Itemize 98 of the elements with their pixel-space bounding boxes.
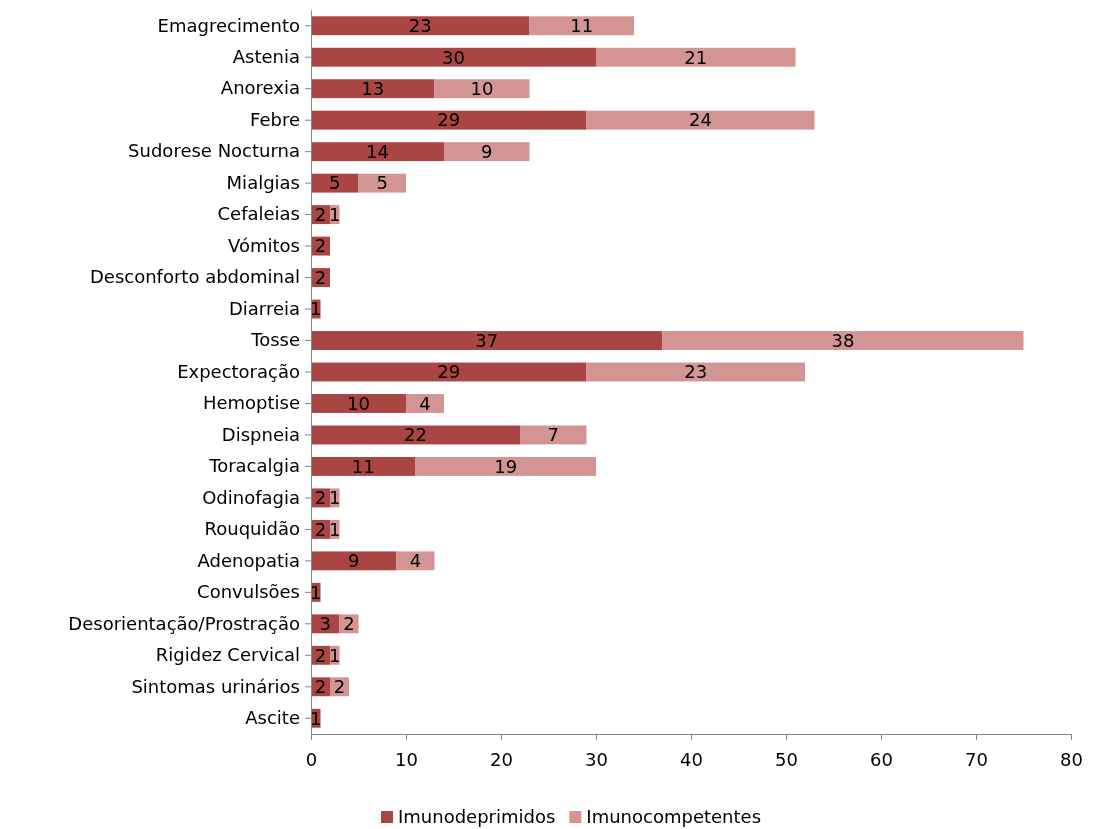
y-tick-label: Cefaleias [217,203,300,225]
data-label: 23 [408,15,432,37]
bar [311,362,587,382]
data-label: 7 [547,424,559,446]
bar [311,394,406,413]
y-tick-label: Ascite [245,707,300,729]
data-label: 1 [329,644,341,666]
data-label: 2 [314,518,327,540]
legend-label: Imunocompetentes [586,806,762,828]
data-label: 30 [442,46,465,68]
data-label: 2 [314,203,327,225]
bar [358,173,406,193]
data-label: 5 [376,172,388,194]
y-tick-label: Febre [250,108,300,130]
data-label: 19 [494,455,518,477]
y-tick-label: Vómitos [228,234,300,256]
data-label: 9 [481,140,493,162]
data-label: 2 [314,266,327,288]
x-tick-label: 20 [490,749,513,771]
x-tick-label: 10 [395,749,418,771]
x-tick-label: 60 [870,749,893,771]
bar [311,331,663,350]
y-tick-label: Tosse [250,329,300,351]
y-tick-label: Sudorese Nocturna [128,140,300,162]
y-tick-label: Dispneia [221,423,300,445]
bar [311,425,520,445]
data-label: 23 [684,361,708,383]
y-tick-label: Mialgias [226,171,300,193]
x-tick-label: 80 [1060,749,1083,771]
y-tick-label: Desorientação/Prostração [68,612,300,634]
data-label: 11 [570,15,594,37]
bar [596,47,796,67]
data-label: 1 [329,518,341,540]
data-label: 29 [437,361,461,383]
y-tick-label: Astenia [232,45,300,67]
data-label: 2 [314,644,327,666]
data-label: 2 [314,235,327,257]
bar [311,110,587,130]
y-tick-label: Anorexia [220,77,300,99]
data-label: 21 [684,46,708,68]
data-label: 24 [689,109,712,131]
data-label: 2 [314,676,327,698]
bar [529,16,634,36]
bar [311,551,397,571]
data-label: 1 [310,298,322,320]
bar [311,16,530,36]
y-tick-label: Emagrecimento [157,14,300,36]
bar [662,331,1024,350]
y-tick-label: Sintomas urinários [131,675,300,697]
y-tick-label: Adenopatia [197,549,300,571]
y-tick-label: Convulsões [197,581,300,603]
x-tick-label: 30 [585,749,608,771]
data-label: 29 [437,109,461,131]
data-label: 3 [319,613,331,635]
data-label: 2 [314,487,327,509]
data-label: 10 [347,392,370,414]
data-label: 4 [409,550,422,572]
data-label: 5 [329,172,341,194]
y-tick-label: Rigidez Cervical [155,644,300,666]
bar [311,79,435,99]
data-label: 11 [351,455,375,477]
bar [586,362,805,382]
x-tick-label: 70 [965,749,988,771]
bar [444,142,530,162]
data-label: 37 [475,329,499,351]
data-label: 1 [329,487,341,509]
data-label: 9 [348,550,360,572]
bar [415,456,596,476]
y-tick-label: Diarreia [228,297,300,319]
data-label: 4 [419,392,431,414]
data-label: 2 [333,676,346,698]
bar [434,79,530,99]
bar [586,110,815,130]
bar [311,456,416,476]
data-label: 13 [361,78,385,99]
legend-label: Imunodeprimidos [397,806,556,828]
data-label: 1 [310,707,322,729]
data-label: 1 [329,203,341,225]
x-tick-label: 0 [305,749,318,771]
y-tick-label: Rouquidão [204,518,300,540]
data-label: 10 [470,78,494,99]
bar [520,425,587,445]
bar [311,47,596,67]
y-tick-label: Expectoração [177,360,300,382]
y-tick-label: Hemoptise [202,392,300,414]
data-label: 14 [366,140,389,162]
data-label: 2 [343,613,355,635]
x-tick-label: 50 [775,749,798,771]
y-tick-label: Toracalgia [208,455,300,477]
y-tick-label: Desconforto abdominal [89,266,300,288]
x-tick-label: 40 [680,749,703,771]
data-label: 22 [404,424,427,446]
bar [311,173,359,193]
data-label: 1 [310,581,322,603]
y-tick-label: Odinofagia [202,486,300,508]
data-label: 38 [831,329,855,351]
bar [311,142,444,162]
bar [406,394,444,413]
